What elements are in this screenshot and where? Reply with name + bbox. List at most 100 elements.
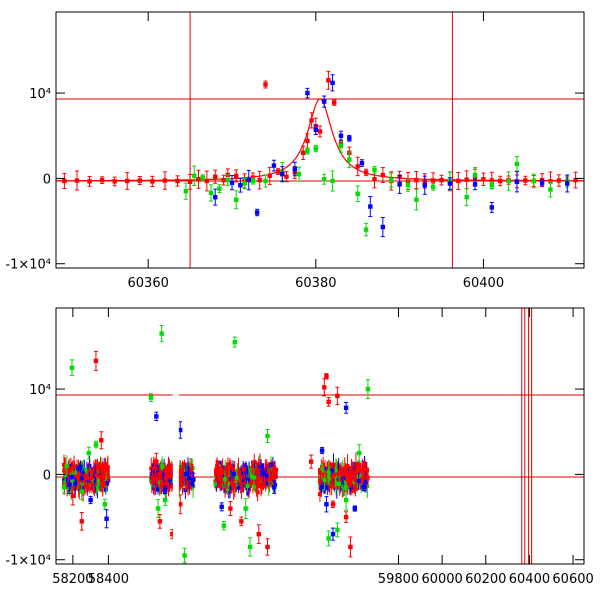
data-point: [363, 227, 369, 232]
data-point: [447, 181, 453, 186]
data-point: [187, 179, 193, 185]
data-point: [506, 178, 511, 184]
data-point: [275, 169, 281, 174]
data-point: [92, 488, 97, 493]
data-point: [481, 177, 486, 182]
data-point: [94, 473, 99, 478]
data-point: [380, 172, 386, 178]
data-point: [162, 178, 168, 183]
data-point: [343, 472, 348, 477]
data-point: [305, 148, 310, 154]
data-point: [254, 475, 259, 480]
data-point: [363, 170, 369, 175]
data-point: [322, 478, 327, 483]
data-point: [79, 481, 84, 486]
data-point: [380, 224, 386, 230]
data-point: [349, 466, 354, 471]
data-point: [84, 470, 89, 475]
data-point: [346, 469, 351, 474]
data-point: [256, 531, 261, 537]
data-point: [332, 472, 337, 477]
plot-frame: [55, 307, 585, 565]
data-point: [422, 183, 427, 188]
data-point: [356, 463, 362, 469]
data-point: [155, 506, 161, 511]
data-point: [186, 485, 191, 490]
data-point: [430, 178, 436, 183]
data-point: [79, 519, 84, 524]
data-point: [257, 462, 262, 467]
data-point: [169, 468, 174, 473]
data-point: [247, 479, 252, 484]
data-point: [166, 464, 171, 469]
data-point: [472, 182, 478, 187]
data-point: [251, 469, 256, 474]
data-point: [347, 136, 352, 141]
data-point: [69, 365, 75, 370]
data-point: [63, 473, 68, 478]
y-tick-label: 0: [43, 468, 51, 483]
data-point: [245, 483, 250, 488]
data-point: [75, 467, 80, 472]
data-point: [233, 197, 239, 202]
data-point: [158, 471, 163, 476]
data-point: [78, 464, 83, 469]
data-point: [163, 497, 168, 503]
data-point: [330, 531, 336, 537]
data-point: [330, 474, 335, 479]
data-point: [439, 177, 444, 183]
data-point: [217, 186, 222, 191]
data-point: [456, 178, 461, 184]
data-point: [191, 477, 196, 482]
data-point: [105, 480, 110, 485]
y-tick-label: 10⁴: [29, 87, 51, 102]
data-point: [241, 467, 246, 472]
data-point: [351, 473, 356, 478]
data-point: [125, 178, 130, 184]
data-point: [155, 470, 160, 475]
y-tick-label: -1×10⁴: [5, 258, 51, 273]
data-point: [359, 160, 365, 166]
data-point: [64, 476, 69, 481]
data-point: [155, 480, 160, 485]
data-point: [430, 184, 436, 190]
data-point: [150, 474, 155, 479]
data-point: [229, 480, 234, 485]
data-point: [220, 469, 225, 474]
data-point: [73, 481, 78, 486]
data-point: [236, 470, 241, 475]
data-point: [523, 178, 528, 183]
data-point: [353, 462, 358, 467]
data-point: [246, 468, 251, 473]
data-point: [271, 163, 277, 168]
data-point: [99, 177, 105, 183]
data-point: [340, 471, 345, 476]
data-point: [154, 459, 159, 464]
data-point: [372, 177, 377, 182]
y-tick-label: 0: [43, 172, 51, 187]
data-point: [349, 488, 354, 493]
data-point: [86, 472, 91, 477]
data-point: [83, 473, 88, 478]
data-point: [264, 473, 269, 478]
data-point: [345, 477, 350, 482]
data-point: [464, 194, 469, 200]
data-point: [489, 183, 495, 188]
data-point: [243, 468, 248, 473]
data-point: [263, 178, 268, 184]
data-point: [236, 485, 241, 490]
data-point: [98, 474, 103, 479]
data-point: [337, 479, 342, 484]
data-point: [213, 194, 218, 200]
data-point: [214, 471, 219, 476]
data-point: [88, 497, 93, 503]
data-point: [217, 471, 222, 476]
data-point: [178, 469, 183, 474]
data-point: [196, 177, 201, 182]
data-point: [265, 544, 270, 550]
data-point: [556, 178, 562, 183]
data-point: [243, 463, 248, 468]
data-point: [170, 483, 175, 488]
data-point: [330, 502, 336, 507]
